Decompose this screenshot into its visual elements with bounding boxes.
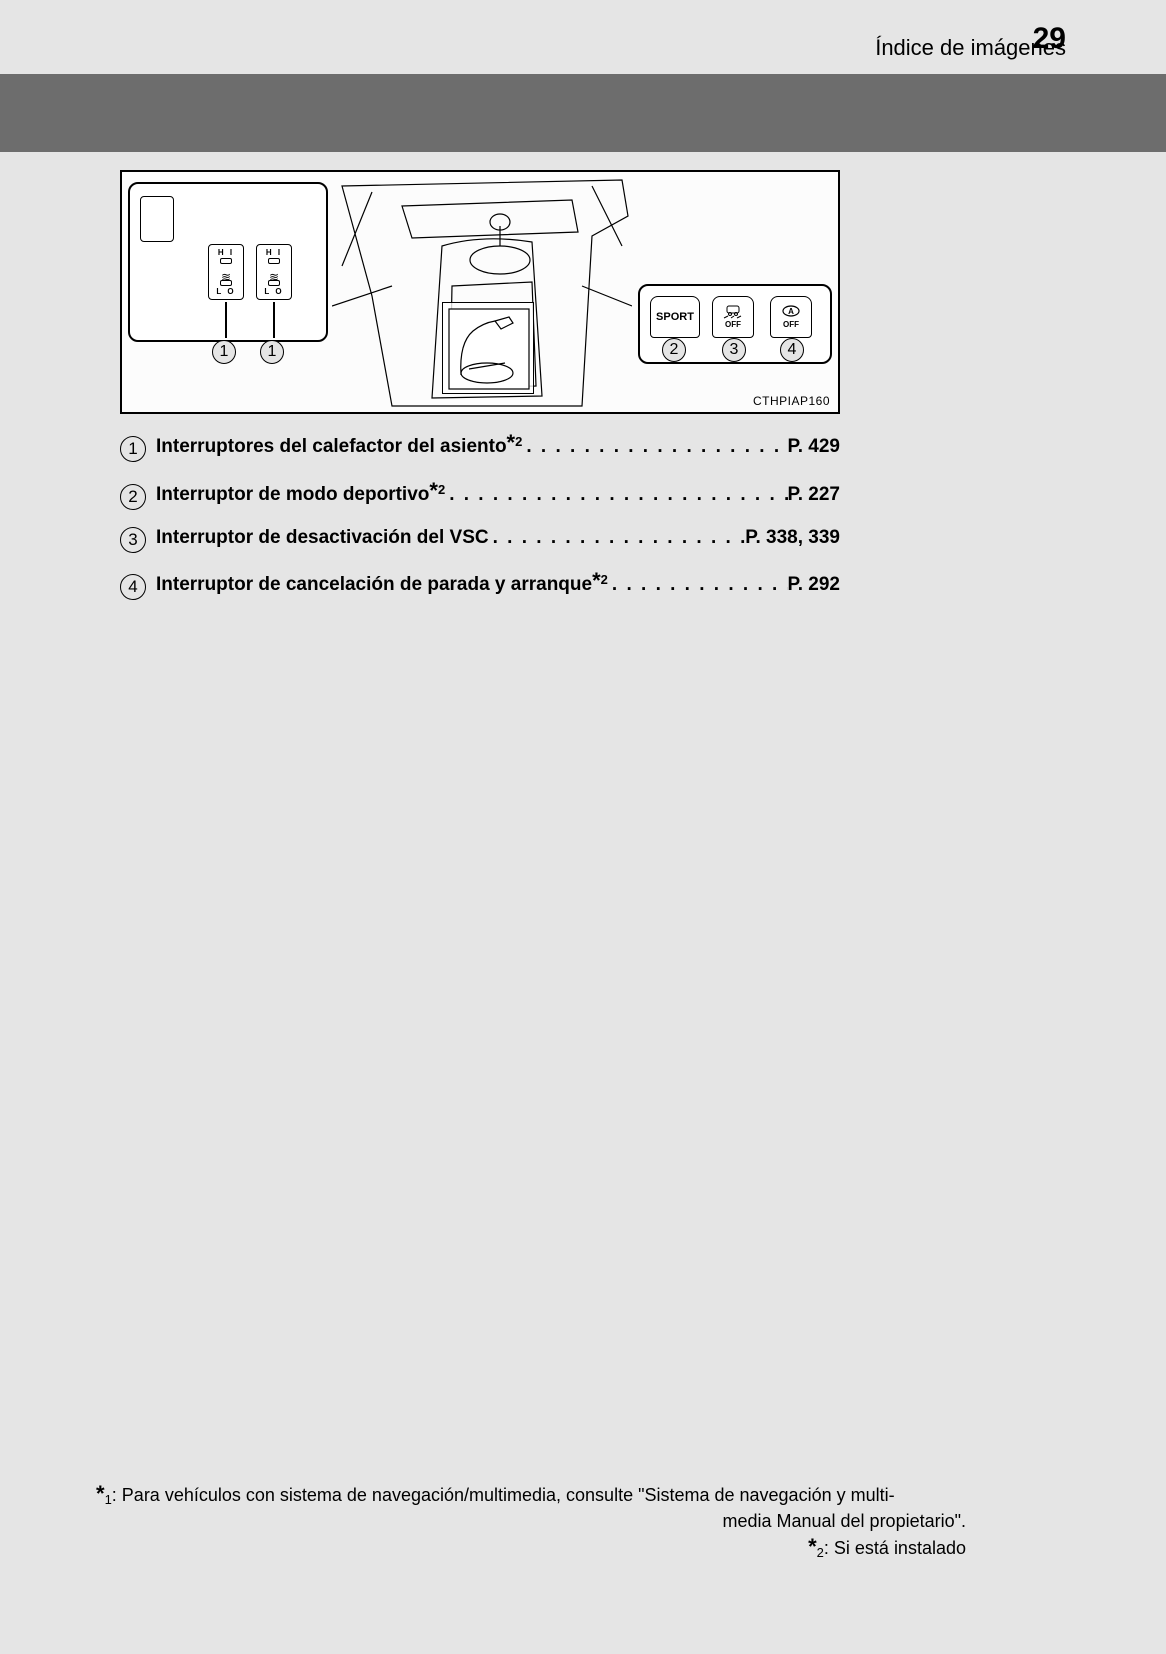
index-label: Interruptores del calefactor del asiento bbox=[156, 429, 507, 465]
page-number: 29 bbox=[1033, 22, 1066, 56]
footnote-1: *1: Para vehículos con sistema de navega… bbox=[96, 1481, 966, 1507]
callout-1a: 1 bbox=[212, 340, 236, 364]
callout-2: 2 bbox=[662, 338, 686, 362]
seat-heater-switch-left: H I ≋ L O bbox=[208, 244, 244, 300]
footnote-1-cont: media Manual del propietario". bbox=[96, 1511, 966, 1532]
vsc-off-button: OFF bbox=[712, 296, 754, 338]
index-page: P. 292 bbox=[788, 567, 840, 603]
leader-dots: . . . . . . . . . . . . . . . . . . . . … bbox=[445, 477, 787, 513]
car-skid-icon bbox=[722, 305, 744, 319]
index-row: 4 Interruptor de cancelación de parada y… bbox=[120, 562, 840, 604]
leader-line bbox=[273, 302, 275, 338]
manual-page: Índice de imágenes 29 bbox=[0, 0, 1166, 1654]
callout-4: 4 bbox=[780, 338, 804, 362]
leader-dots: . . . . . . . . . . . . . . . . . . . . … bbox=[489, 520, 746, 556]
callout-1b: 1 bbox=[260, 340, 284, 364]
figure-code: CTHPIAP160 bbox=[753, 394, 830, 408]
zoom-inset bbox=[442, 302, 534, 394]
footnote-2: *2: Si está instalado bbox=[96, 1534, 966, 1560]
a-off-icon: A bbox=[781, 305, 801, 319]
index-label: Interruptor de cancelación de parada y a… bbox=[156, 567, 592, 603]
index-row: 3 Interruptor de desactivación del VSC .… bbox=[120, 520, 840, 556]
header-dark-band bbox=[0, 74, 1166, 152]
callout-3: 3 bbox=[722, 338, 746, 362]
stop-start-cancel-button: A OFF bbox=[770, 296, 812, 338]
figure-diagram: H I ≋ L O H I ≋ L O 1 1 bbox=[120, 170, 840, 414]
index-page: P. 227 bbox=[788, 477, 840, 513]
svg-text:A: A bbox=[788, 307, 794, 316]
index-label: Interruptor de desactivación del VSC bbox=[156, 520, 489, 556]
footnotes: *1: Para vehículos con sistema de navega… bbox=[96, 1481, 966, 1560]
seat-heater-panel: H I ≋ L O H I ≋ L O bbox=[128, 182, 328, 342]
handbrake-icon bbox=[443, 303, 535, 395]
leader-dots: . . . . . . . . . . . . . . . . . . . . … bbox=[522, 429, 787, 465]
index-page: P. 429 bbox=[788, 429, 840, 465]
index-num: 3 bbox=[120, 527, 146, 553]
content-area: H I ≋ L O H I ≋ L O 1 1 bbox=[120, 170, 840, 603]
panel-slot bbox=[140, 196, 174, 242]
index-page: P. 338, 339 bbox=[745, 520, 840, 556]
leader-dots: . . . . . . . . . . . . . . . . . . . . … bbox=[608, 567, 788, 603]
index-row: 2 Interruptor de modo deportivo*2 . . . … bbox=[120, 472, 840, 514]
leader-line bbox=[225, 302, 227, 338]
seat-heater-switch-right: H I ≋ L O bbox=[256, 244, 292, 300]
index-row: 1 Interruptores del calefactor del asien… bbox=[120, 424, 840, 466]
sport-mode-button: SPORT bbox=[650, 296, 700, 338]
drive-switch-panel: SPORT OFF A OFF 2 3 4 bbox=[638, 284, 832, 364]
index-num: 2 bbox=[120, 484, 146, 510]
index-label: Interruptor de modo deportivo bbox=[156, 477, 429, 513]
index-list: 1 Interruptores del calefactor del asien… bbox=[120, 424, 840, 603]
page-header: Índice de imágenes bbox=[0, 28, 1166, 68]
index-num: 4 bbox=[120, 574, 146, 600]
index-num: 1 bbox=[120, 436, 146, 462]
